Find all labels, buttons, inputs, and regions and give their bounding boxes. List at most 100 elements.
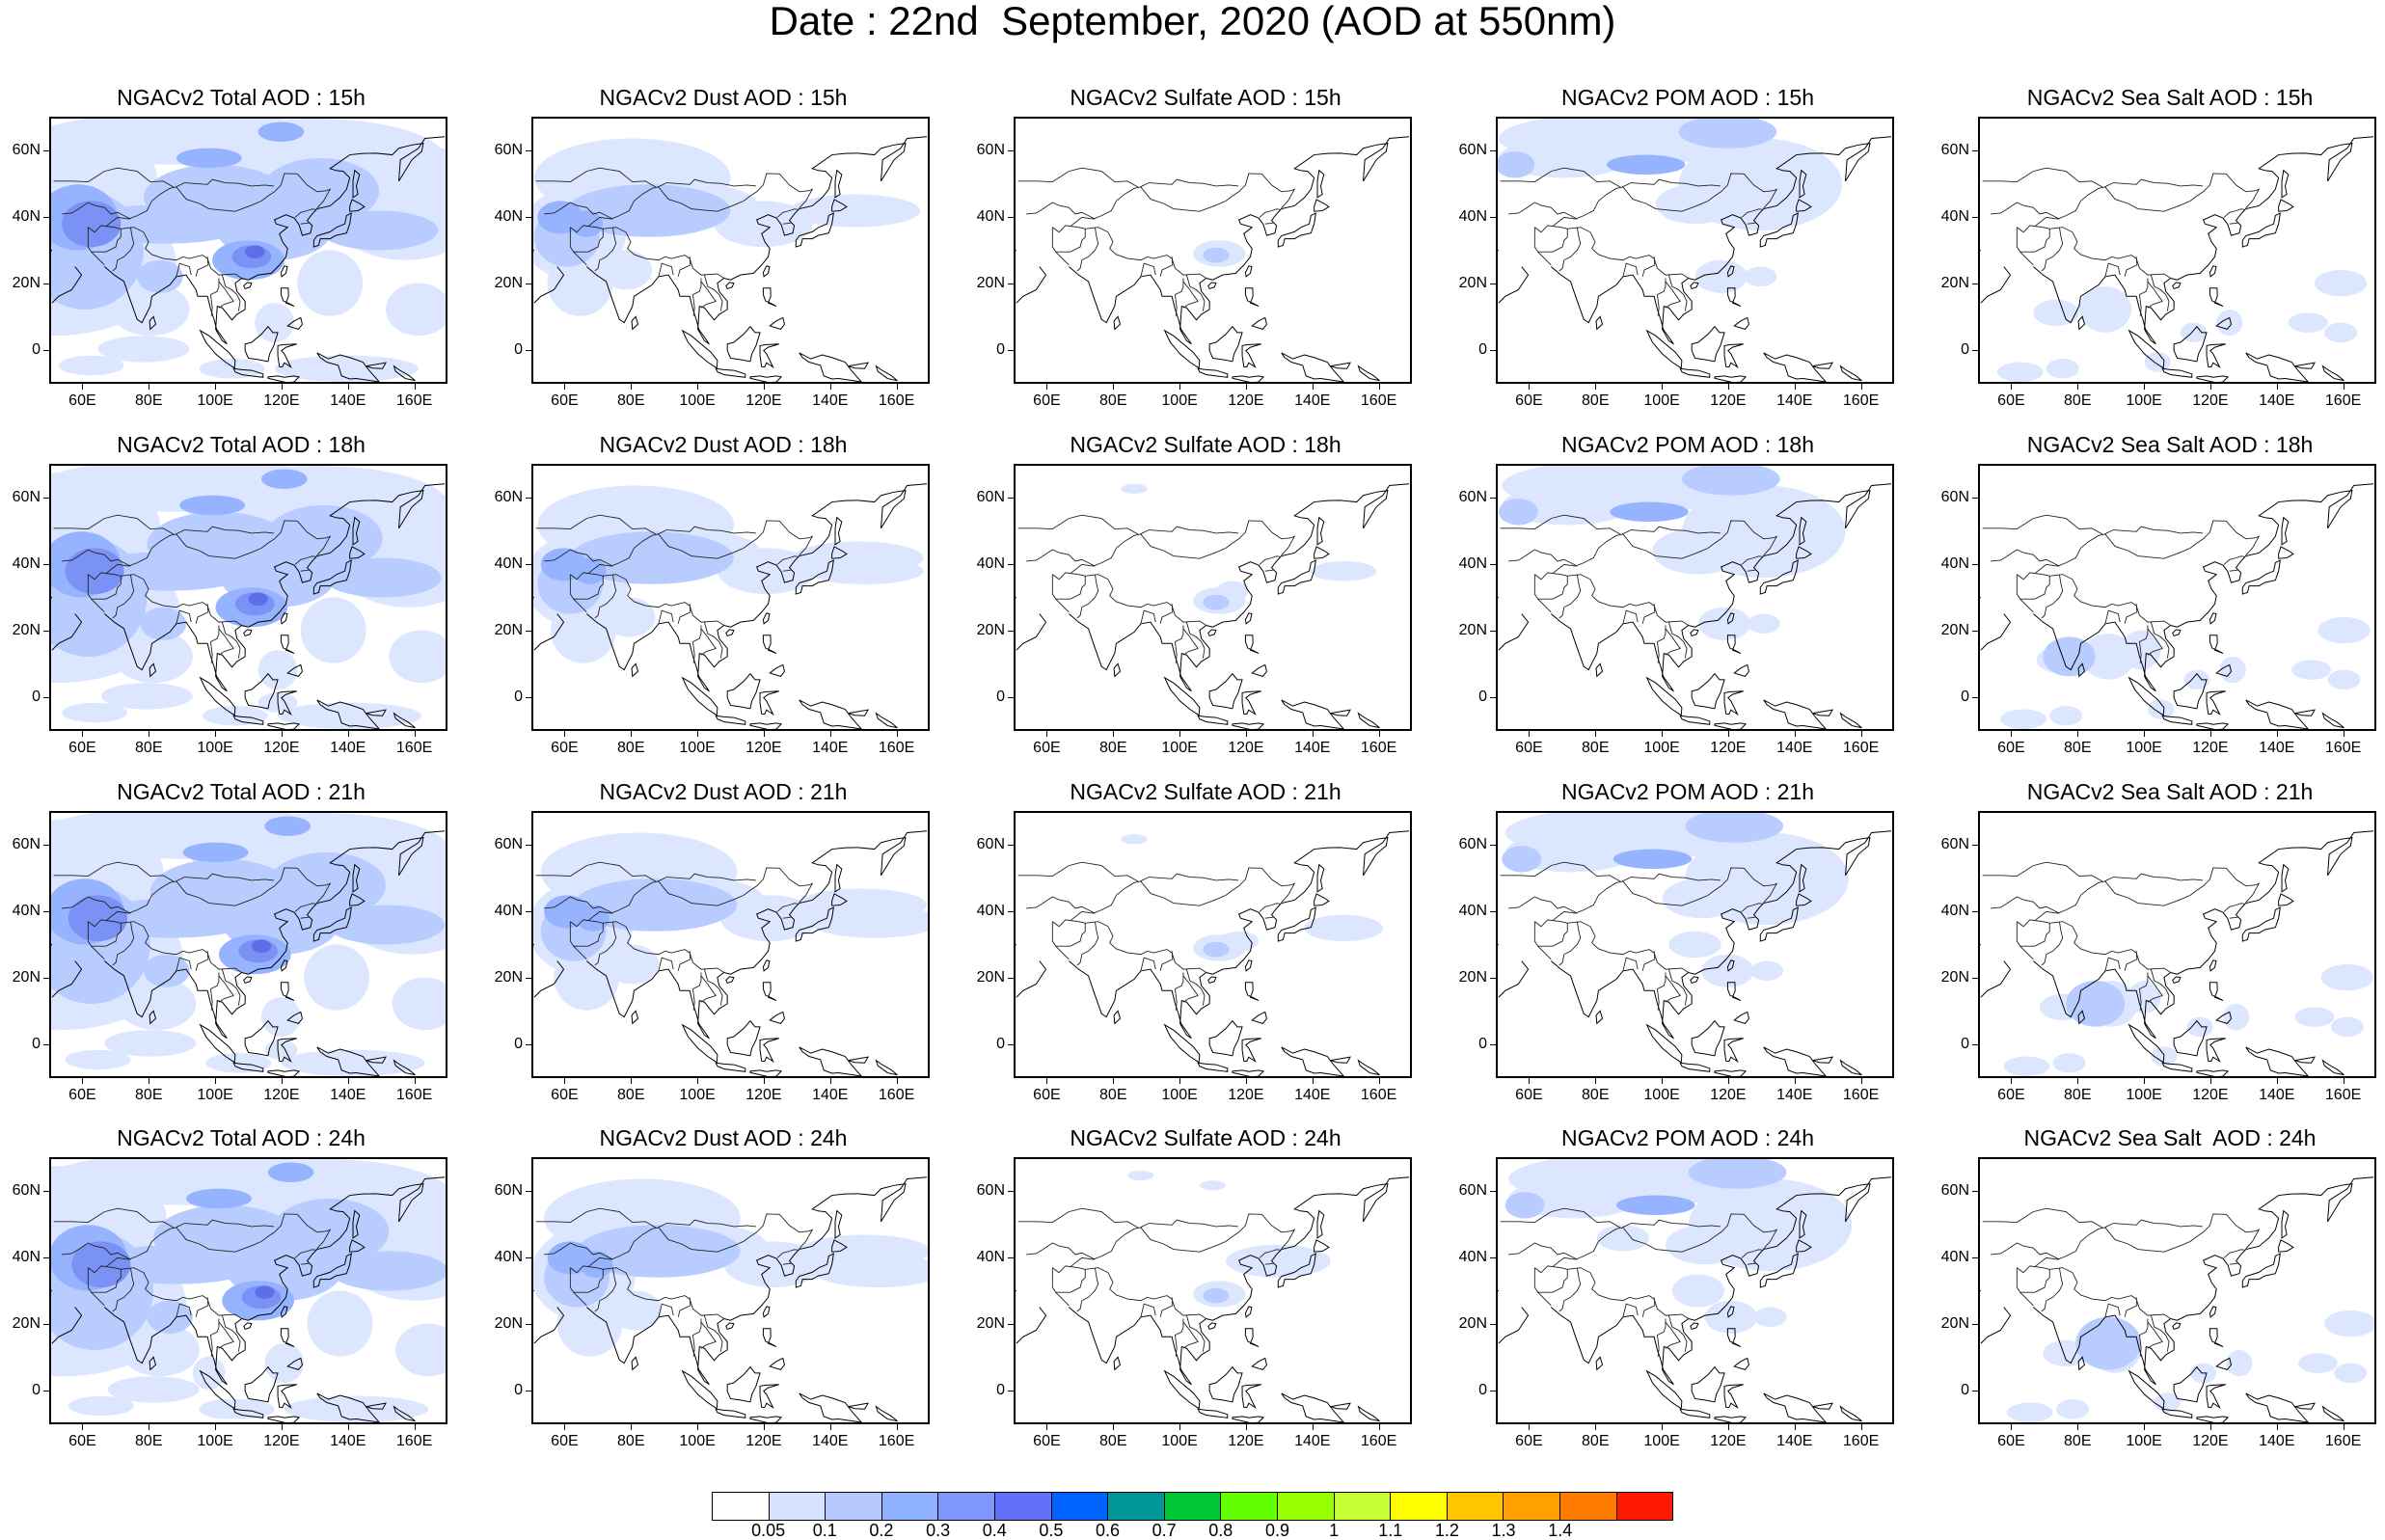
country-border — [2041, 921, 2064, 966]
x-tick-mark — [2011, 731, 2013, 737]
island-outline — [1207, 1322, 1217, 1331]
aod-field — [2007, 1310, 2374, 1422]
country-border — [1264, 1262, 1274, 1265]
aod-field — [1127, 1170, 1331, 1308]
aod-field — [1121, 834, 1383, 961]
x-tick-label: 100E — [1161, 1433, 1198, 1449]
country-border — [569, 574, 587, 613]
y-tick-label: 40N — [12, 1248, 41, 1265]
map-panel-total-18h: NGACv2 Total AOD : 18h 60N 40N 20N 0 60E 80E 10… — [0, 431, 482, 770]
aod-patch — [71, 1323, 118, 1350]
country-border — [544, 549, 613, 567]
x-tick-mark — [1245, 1078, 1247, 1084]
x-tick-label: 140E — [2259, 1433, 2295, 1449]
aod-patch — [2144, 352, 2171, 372]
country-border — [1552, 173, 1778, 227]
total-aod-map — [51, 1159, 446, 1422]
x-tick-label: 160E — [878, 1087, 915, 1103]
island-outline — [149, 1010, 157, 1025]
aod-patch — [2056, 1399, 2089, 1419]
colorbar-swatch — [1108, 1493, 1165, 1520]
y-tick-mark — [1008, 497, 1014, 499]
x-tick-mark — [1312, 1424, 1314, 1430]
island-outline — [2241, 212, 2281, 248]
island-outline — [1679, 1408, 1711, 1418]
y-tick-label: 40N — [494, 554, 523, 572]
aod-patch — [599, 250, 653, 290]
country-border — [1533, 574, 1552, 613]
map-panel-seasalt-21h: NGACv2 Sea Salt AOD : 21h 60N 40N 20N 0 60E 80… — [1929, 778, 2385, 1118]
country-border — [782, 569, 792, 572]
country-border — [1174, 625, 1184, 663]
aod-field — [1504, 1159, 1853, 1334]
island-outline — [1839, 1059, 1862, 1076]
island-outline — [2278, 893, 2294, 906]
y-tick-label: 40N — [1940, 207, 1969, 225]
country-border — [1534, 1265, 1689, 1319]
x-tick-label: 160E — [1842, 1087, 1880, 1103]
country-border — [221, 969, 241, 1006]
y-tick-label: 20N — [1940, 1315, 1969, 1333]
island-outline — [1691, 325, 1725, 363]
country-border — [1026, 896, 1096, 914]
x-tick-mark — [1245, 731, 1247, 737]
coastlines — [533, 1176, 928, 1422]
island-outline — [149, 1356, 157, 1371]
island-outline — [875, 712, 898, 729]
y-tick-label: 40N — [12, 554, 41, 572]
y-tick-mark — [1490, 149, 1496, 151]
x-tick-label: 120E — [1710, 1433, 1747, 1449]
island-outline — [1251, 316, 1268, 330]
island-outline — [1690, 1322, 1699, 1331]
country-border — [594, 921, 617, 966]
country-border — [1159, 1297, 1174, 1317]
island-outline — [681, 329, 718, 369]
island-outline — [2241, 1253, 2281, 1288]
island-outline — [1759, 906, 1799, 942]
island-outline — [834, 516, 843, 546]
country-borders — [53, 167, 332, 316]
island-outline — [848, 1056, 869, 1064]
aod-patch — [199, 359, 265, 379]
country-border — [176, 1303, 192, 1317]
country-border — [570, 1265, 724, 1319]
coastline — [1016, 1307, 1047, 1344]
country-borders — [535, 514, 814, 663]
island-outline — [2294, 1402, 2316, 1410]
aod-patch — [205, 1053, 272, 1073]
island-outline — [726, 672, 761, 710]
y-tick-label: 40N — [494, 207, 523, 225]
island-outline — [1714, 1416, 1748, 1422]
y-tick-label: 20N — [1458, 1315, 1487, 1333]
aod-field — [1193, 240, 1246, 267]
island-outline — [199, 676, 236, 716]
y-tick-label: 40N — [976, 902, 1005, 919]
country-border — [594, 227, 617, 272]
island-outline — [1314, 1239, 1330, 1253]
island-outline — [1208, 325, 1243, 363]
x-tick-label: 140E — [330, 740, 366, 756]
country-borders — [53, 1207, 332, 1357]
country-border — [700, 975, 717, 1003]
x-tick-label: 80E — [1582, 392, 1610, 409]
y-tick-label: 40N — [1458, 1248, 1487, 1265]
y-tick-mark — [1972, 1190, 1978, 1192]
x-tick-mark — [763, 384, 765, 390]
aod-patch — [1199, 1180, 1227, 1191]
aod-field — [1502, 813, 1849, 987]
country-border — [1140, 873, 1238, 882]
island-outline — [762, 612, 771, 625]
x-tick-mark — [2144, 1078, 2146, 1084]
x-tick-mark — [2144, 731, 2146, 737]
country-border — [1667, 969, 1688, 1006]
country-border — [2104, 1303, 2121, 1317]
country-border — [209, 278, 220, 316]
country-border — [1055, 923, 1086, 947]
x-tick-mark — [564, 1424, 566, 1430]
country-borders — [1500, 861, 1778, 1011]
island-outline — [1244, 635, 1260, 655]
y-tick-mark — [1008, 978, 1014, 980]
country-border — [1182, 628, 1199, 656]
country-border — [2104, 178, 2203, 188]
island-outline — [1241, 343, 1261, 369]
